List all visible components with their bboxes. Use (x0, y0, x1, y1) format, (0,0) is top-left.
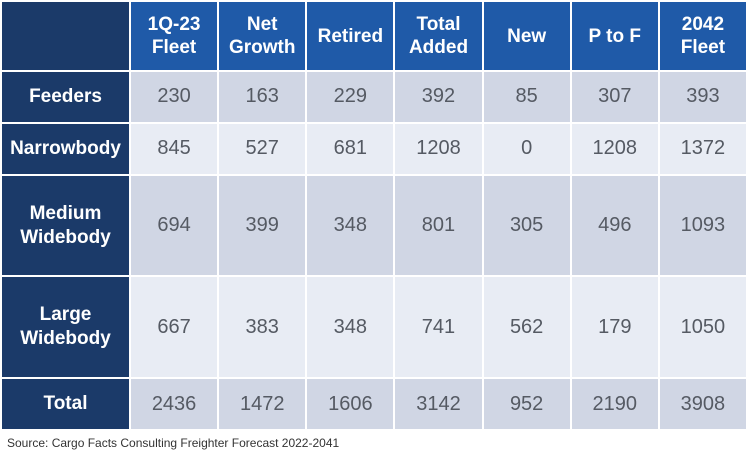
table-cell: 562 (483, 277, 570, 378)
header-row: 1Q-23 Fleet Net Growth Retired Total Added … (2, 2, 746, 70)
column-header-p-to-f: P to F (571, 2, 658, 70)
table-cell: 163 (219, 72, 306, 122)
column-header-net-growth: Net Growth (219, 2, 306, 70)
table-cell: 229 (307, 72, 394, 122)
column-header-line: P to F (588, 25, 641, 47)
table-cell: 681 (307, 123, 394, 174)
table-cell: 952 (483, 379, 570, 429)
table-cell: 230 (131, 72, 218, 122)
table-cell: 801 (395, 175, 482, 276)
row-header-feeders: Feeders (2, 72, 129, 122)
table-cell: 845 (131, 123, 218, 174)
table-cell: 0 (483, 123, 570, 174)
row-header-line: Narrowbody (10, 137, 121, 159)
table-cell: 1208 (395, 123, 482, 174)
freighter-fleet-table: 1Q-23 Fleet Net Growth Retired Total Added … (2, 2, 746, 429)
row-header-line: Widebody (20, 226, 111, 248)
table-cell: 393 (659, 72, 746, 122)
source-note: Source: Cargo Facts Consulting Freighter… (7, 436, 340, 450)
table-cell: 527 (219, 123, 306, 174)
column-header-line: Growth (228, 37, 296, 58)
table-cell: 399 (219, 175, 306, 276)
table-cell: 1208 (571, 123, 658, 174)
table-cell: 305 (483, 175, 570, 276)
column-header-line: Added (408, 37, 469, 58)
table-row-feeders: Feeders 230 163 229 392 85 307 393 (2, 72, 746, 122)
table-cell: 667 (131, 277, 218, 378)
table-cell: 1372 (659, 123, 746, 174)
table-row-medium-widebody: Medium Widebody 694 399 348 801 305 496 1… (2, 175, 746, 276)
table-cell: 2436 (131, 379, 218, 429)
table-row-total: Total 2436 1472 1606 3142 952 2190 3908 (2, 379, 746, 429)
table-cell: 741 (395, 277, 482, 378)
table-cell: 496 (571, 175, 658, 276)
column-header-2042-fleet: 2042 Fleet (659, 2, 746, 70)
row-header-line: Widebody (20, 328, 111, 350)
table-cell: 307 (571, 72, 658, 122)
column-header-line: Fleet (151, 37, 197, 58)
table-cell: 383 (219, 277, 306, 378)
column-header-line: Net (246, 14, 278, 35)
table-cell: 392 (395, 72, 482, 122)
table-row-narrowbody: Narrowbody 845 527 681 1208 0 1208 1372 (2, 123, 746, 174)
table-cell: 1606 (307, 379, 394, 429)
column-header-total-added: Total Added (395, 2, 482, 70)
table-cell: 85 (483, 72, 570, 122)
table-cell: 1093 (659, 175, 746, 276)
table-cell: 348 (307, 277, 394, 378)
row-header-line: Feeders (29, 85, 102, 107)
column-header-1q23-fleet: 1Q-23 Fleet (131, 2, 218, 70)
column-header-line: 1Q-23 (147, 14, 201, 35)
table-cell: 348 (307, 175, 394, 276)
column-header-retired: Retired (307, 2, 394, 70)
column-header-line: Fleet (680, 37, 726, 58)
column-header-line: Retired (317, 25, 384, 47)
row-header-large-widebody: Large Widebody (2, 277, 129, 378)
column-header-line: New (507, 25, 547, 47)
table-cell: 694 (131, 175, 218, 276)
column-header-line: Total (416, 14, 461, 35)
row-header-line: Total (43, 393, 88, 415)
table-cell: 2190 (571, 379, 658, 429)
corner-cell (2, 2, 129, 70)
table-row-large-widebody: Large Widebody 667 383 348 741 562 179 10… (2, 277, 746, 378)
table-cell: 3142 (395, 379, 482, 429)
row-header-total: Total (2, 379, 129, 429)
table-cell: 3908 (659, 379, 746, 429)
row-header-narrowbody: Narrowbody (2, 123, 129, 174)
table-cell: 1050 (659, 277, 746, 378)
column-header-line: 2042 (681, 14, 725, 35)
column-header-new: New (483, 2, 570, 70)
table-cell: 1472 (219, 379, 306, 429)
table-cell: 179 (571, 277, 658, 378)
row-header-line: Medium (29, 202, 102, 224)
row-header-line: Large (39, 304, 92, 326)
row-header-medium-widebody: Medium Widebody (2, 175, 129, 276)
